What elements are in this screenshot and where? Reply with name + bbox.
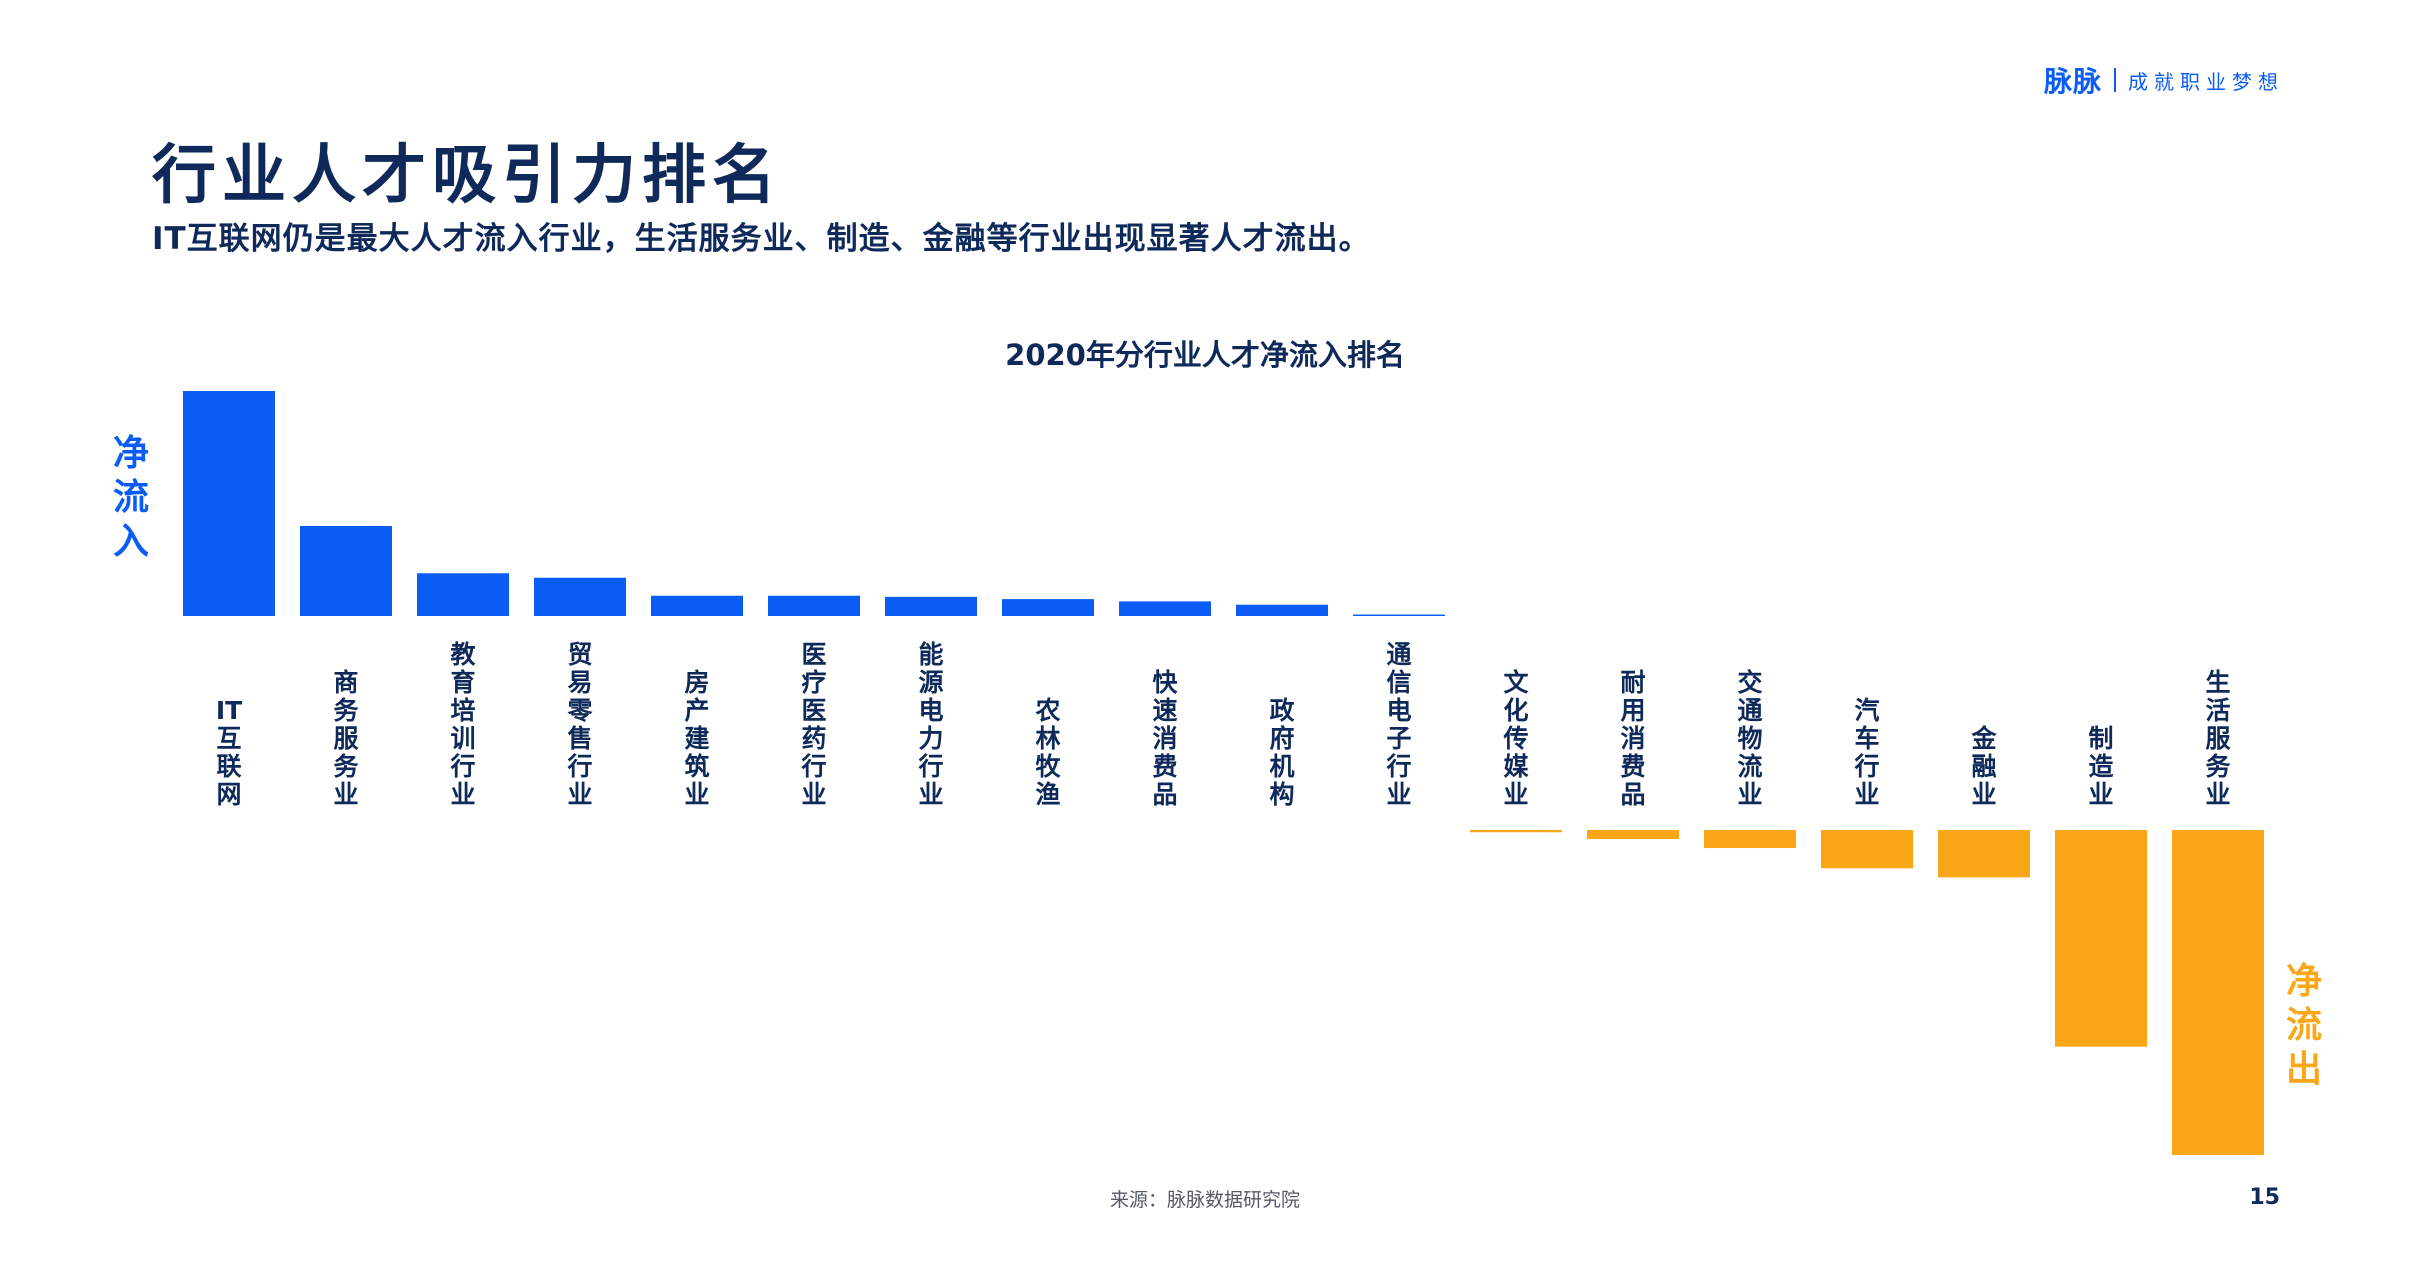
brand-slogan: 成就职业梦想 — [2128, 69, 2284, 94]
bar-5 — [651, 595, 743, 616]
bar-16 — [1938, 830, 2030, 878]
category-labels: IT 互联网 商务服务业 教育培训行业 贸易零售行业 房产建筑业 医疗医药行业 能源电力行业 农… — [216, 640, 2232, 809]
category-label-6: 医疗医药行业 — [800, 640, 826, 809]
bar-9 — [1119, 601, 1211, 616]
page-title: 行业人才吸引力排名 — [152, 139, 782, 213]
bar-3 — [417, 573, 509, 616]
category-label-12: 文化传媒业 — [1502, 668, 1529, 809]
bar-18 — [2172, 830, 2264, 1155]
bar-6 — [768, 595, 860, 616]
bar-4 — [534, 577, 626, 616]
category-label-2: 商务服务业 — [333, 668, 359, 809]
category-label-10: 政府机构 — [1269, 696, 1295, 809]
category-label-3: 教育培训行业 — [449, 640, 476, 809]
category-label-13: 耐用消费品 — [1620, 668, 1645, 809]
category-label-5: 房产建筑业 — [684, 668, 709, 809]
bar-2 — [300, 526, 392, 616]
category-label-4: 贸易零售行业 — [566, 640, 593, 809]
bar-1 — [183, 391, 275, 616]
inflow-label: 净流入 — [113, 433, 149, 562]
bar-8 — [1002, 599, 1094, 616]
bar-7 — [885, 596, 977, 616]
category-label-15: 汽车行业 — [1853, 696, 1879, 809]
category-label-16: 金融业 — [1970, 724, 1997, 809]
bar-17 — [2055, 830, 2147, 1047]
bar-11 — [1353, 614, 1445, 616]
category-label-9: 快速消费品 — [1152, 668, 1178, 809]
outflow-label: 净流出 — [2286, 961, 2322, 1090]
category-label-11: 通信电子行业 — [1385, 640, 1411, 809]
bars — [183, 391, 2264, 1155]
chart-title: 2020年分行业人才净流入排名 — [1005, 338, 1405, 372]
category-label-18: 生活服务业 — [2205, 668, 2231, 809]
page-subtitle: IT互联网仍是最大人才流入行业，生活服务业、制造、金融等行业出现显著人才流出。 — [152, 221, 1371, 257]
bar-10 — [1236, 604, 1328, 616]
category-label-1: IT 互联网 — [216, 696, 242, 809]
category-label-14: 交通物流业 — [1737, 668, 1762, 809]
category-label-8: 农林牧渔 — [1034, 696, 1061, 809]
bar-12 — [1470, 830, 1562, 833]
page-number: 15 — [2249, 1185, 2280, 1210]
brand-logo: 脉脉 — [2043, 65, 2102, 98]
bar-13 — [1587, 830, 1679, 840]
bar-15 — [1821, 830, 1913, 869]
brand-divider — [2114, 68, 2116, 92]
footer-source: 来源：脉脉数据研究院 — [1109, 1189, 1300, 1211]
bar-14 — [1704, 830, 1796, 849]
category-label-17: 制造业 — [2088, 724, 2113, 809]
category-label-7: 能源电力行业 — [917, 640, 943, 809]
brand: 脉脉 成就职业梦想 — [2044, 60, 2284, 100]
